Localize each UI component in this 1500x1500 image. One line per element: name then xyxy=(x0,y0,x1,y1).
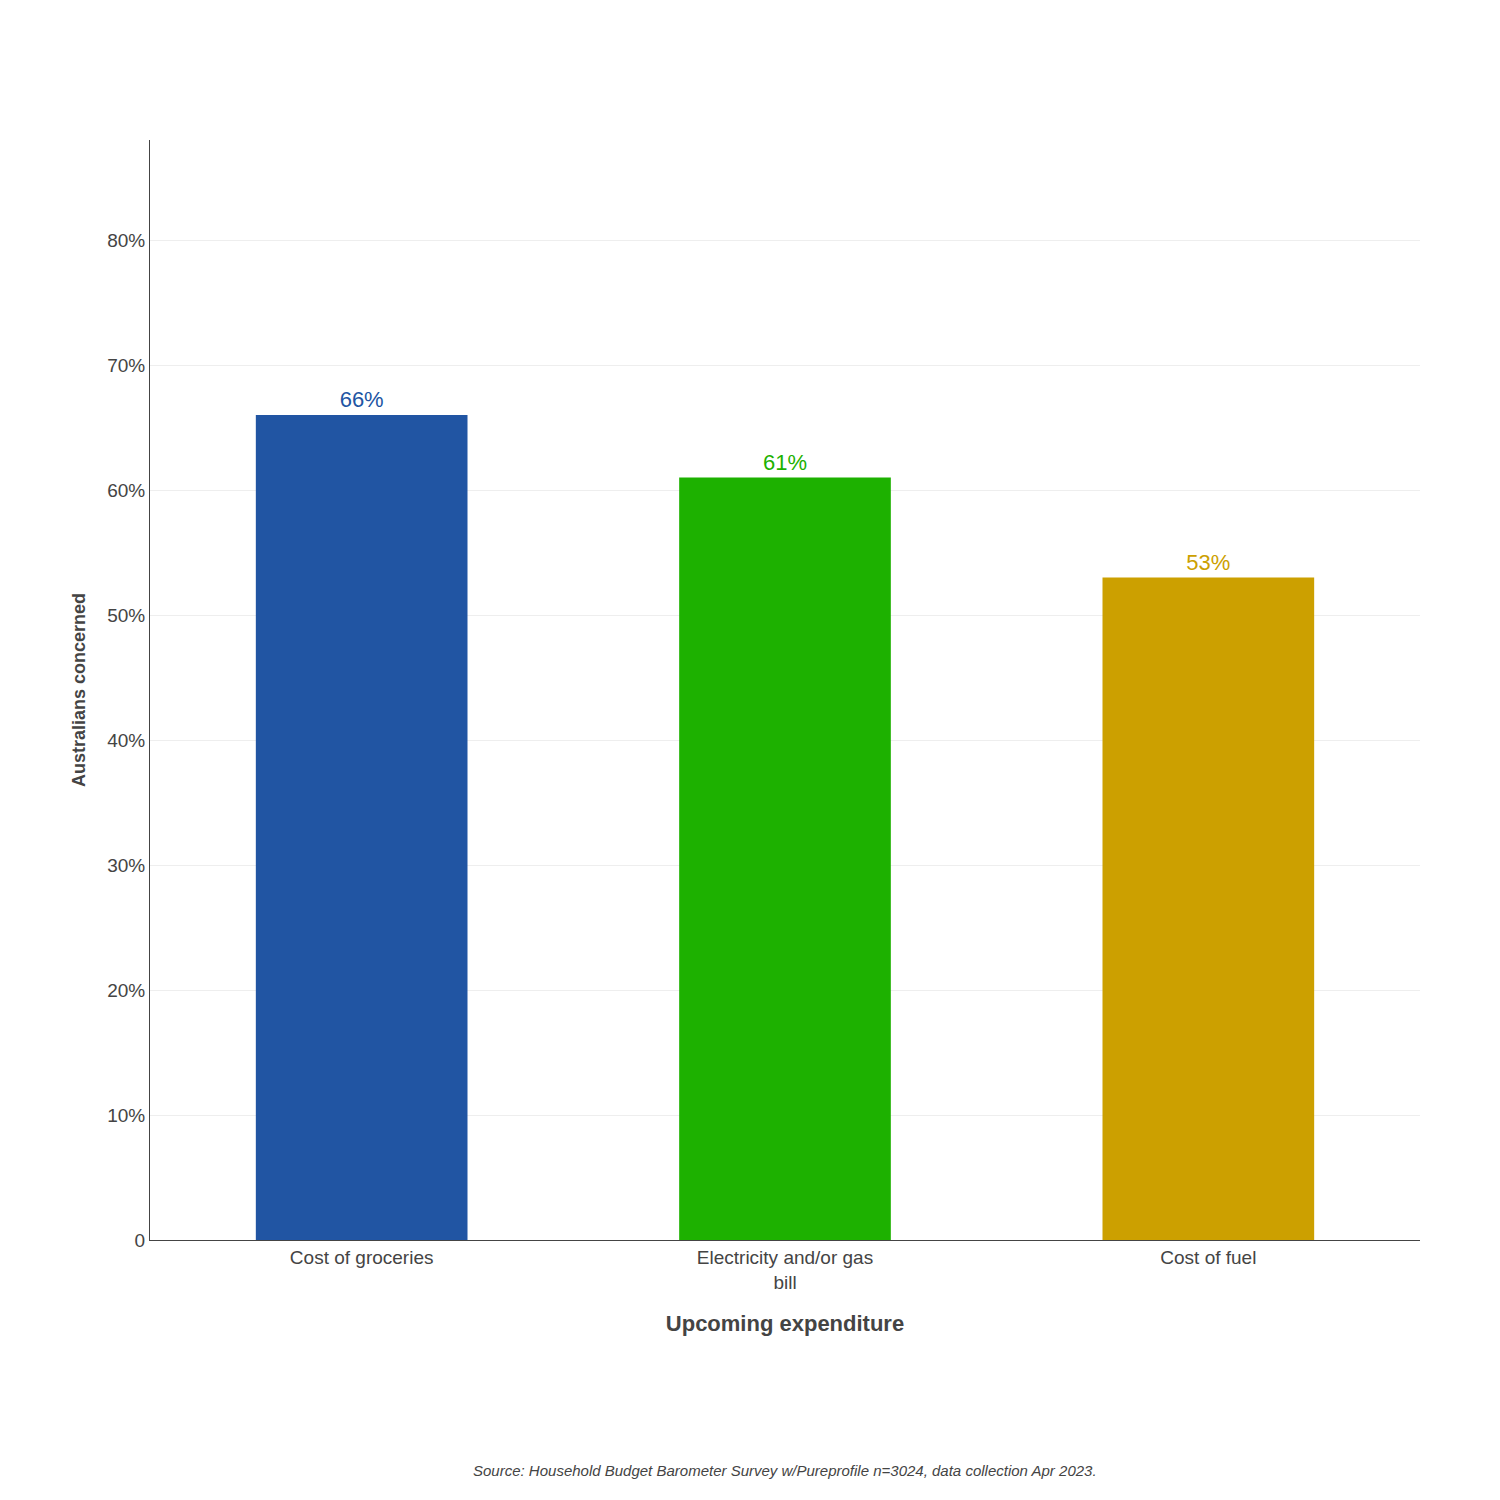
svg-text:40%: 40% xyxy=(107,730,145,751)
svg-text:61%: 61% xyxy=(763,450,807,475)
svg-text:80%: 80% xyxy=(107,230,145,251)
svg-text:70%: 70% xyxy=(107,355,145,376)
svg-text:Upcoming expenditure: Upcoming expenditure xyxy=(666,1311,904,1336)
svg-text:Cost of fuel: Cost of fuel xyxy=(1160,1247,1256,1268)
svg-text:50%: 50% xyxy=(107,605,145,626)
svg-text:30%: 30% xyxy=(107,855,145,876)
svg-text:20%: 20% xyxy=(107,980,145,1001)
svg-text:60%: 60% xyxy=(107,480,145,501)
svg-text:0: 0 xyxy=(135,1230,146,1251)
svg-text:53%: 53% xyxy=(1186,550,1230,575)
svg-text:66%: 66% xyxy=(340,387,384,412)
svg-text:Source: Household Budget Barom: Source: Household Budget Barometer Surve… xyxy=(473,1462,1097,1479)
svg-text:Australians concerned: Australians concerned xyxy=(69,593,89,787)
svg-text:10%: 10% xyxy=(107,1105,145,1126)
svg-text:Cost of groceries: Cost of groceries xyxy=(290,1247,434,1268)
svg-text:Electricity and/or gasbill: Electricity and/or gasbill xyxy=(697,1247,873,1293)
